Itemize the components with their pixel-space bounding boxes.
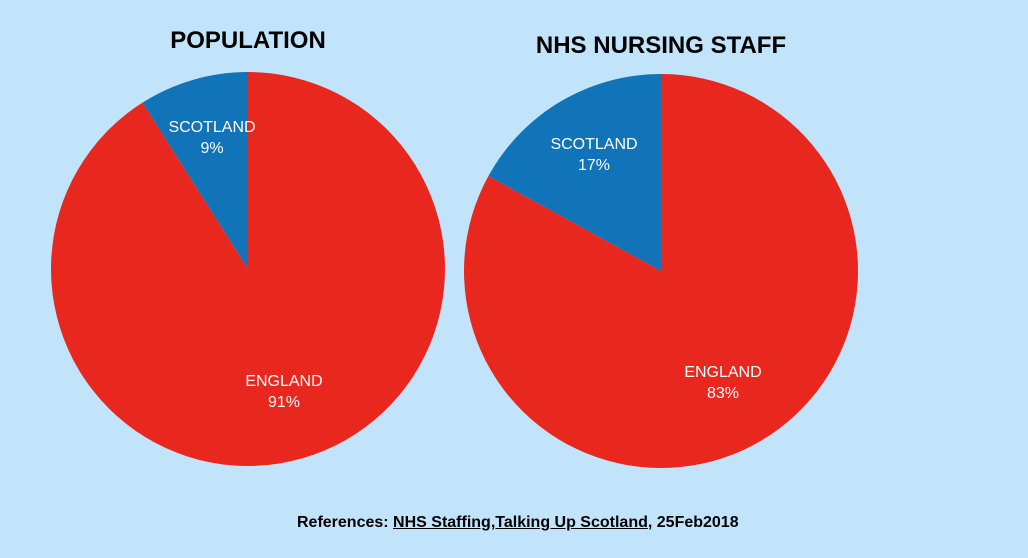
nhs-nursing-staff-label-scotland: SCOTLAND bbox=[550, 136, 637, 153]
nhs-nursing-staff-value-england: 83% bbox=[707, 385, 739, 402]
references-prefix: References: bbox=[297, 514, 394, 531]
nhs-nursing-staff-slice-scotland bbox=[488, 74, 661, 271]
population-label-scotland: SCOTLAND bbox=[168, 119, 255, 136]
nhs-nursing-staff-label-england: ENGLAND bbox=[684, 364, 761, 381]
references-link[interactable]: NHS Staffing,Talking Up Scotland bbox=[393, 514, 648, 531]
nhs-nursing-staff-value-scotland: 17% bbox=[578, 157, 610, 174]
references-footer: References: NHS Staffing,Talking Up Scot… bbox=[297, 514, 739, 532]
population-slice-england bbox=[51, 72, 445, 466]
population-label-england: ENGLAND bbox=[245, 373, 322, 390]
population-chart-title: POPULATION bbox=[170, 27, 326, 54]
references-suffix: , 25Feb2018 bbox=[647, 514, 739, 531]
population-value-scotland: 9% bbox=[200, 140, 223, 157]
population-value-england: 91% bbox=[268, 394, 300, 411]
nhs-nursing-staff-slice-england bbox=[464, 74, 859, 468]
population-slice-scotland bbox=[142, 72, 248, 269]
nhs-nursing-staff-chart-title: NHS NURSING STAFF bbox=[535, 32, 787, 59]
